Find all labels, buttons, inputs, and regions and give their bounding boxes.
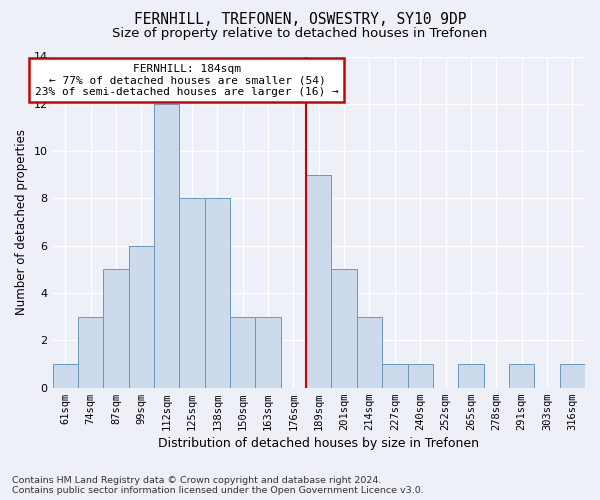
Text: FERNHILL: 184sqm
← 77% of detached houses are smaller (54)
23% of semi-detached : FERNHILL: 184sqm ← 77% of detached house… <box>35 64 339 97</box>
Bar <box>53 364 78 388</box>
Text: Contains HM Land Registry data © Crown copyright and database right 2024.
Contai: Contains HM Land Registry data © Crown c… <box>12 476 424 495</box>
Bar <box>128 246 154 388</box>
Bar <box>256 316 281 388</box>
Text: Size of property relative to detached houses in Trefonen: Size of property relative to detached ho… <box>112 28 488 40</box>
Bar <box>407 364 433 388</box>
Bar <box>78 316 103 388</box>
Bar <box>331 270 357 388</box>
Bar <box>458 364 484 388</box>
Bar <box>230 316 256 388</box>
Bar <box>509 364 534 388</box>
Bar <box>103 270 128 388</box>
Bar <box>357 316 382 388</box>
Bar <box>306 175 331 388</box>
Bar <box>205 198 230 388</box>
Bar <box>154 104 179 388</box>
X-axis label: Distribution of detached houses by size in Trefonen: Distribution of detached houses by size … <box>158 437 479 450</box>
Bar <box>382 364 407 388</box>
Bar <box>179 198 205 388</box>
Bar <box>560 364 585 388</box>
Y-axis label: Number of detached properties: Number of detached properties <box>15 129 28 315</box>
Text: FERNHILL, TREFONEN, OSWESTRY, SY10 9DP: FERNHILL, TREFONEN, OSWESTRY, SY10 9DP <box>134 12 466 28</box>
